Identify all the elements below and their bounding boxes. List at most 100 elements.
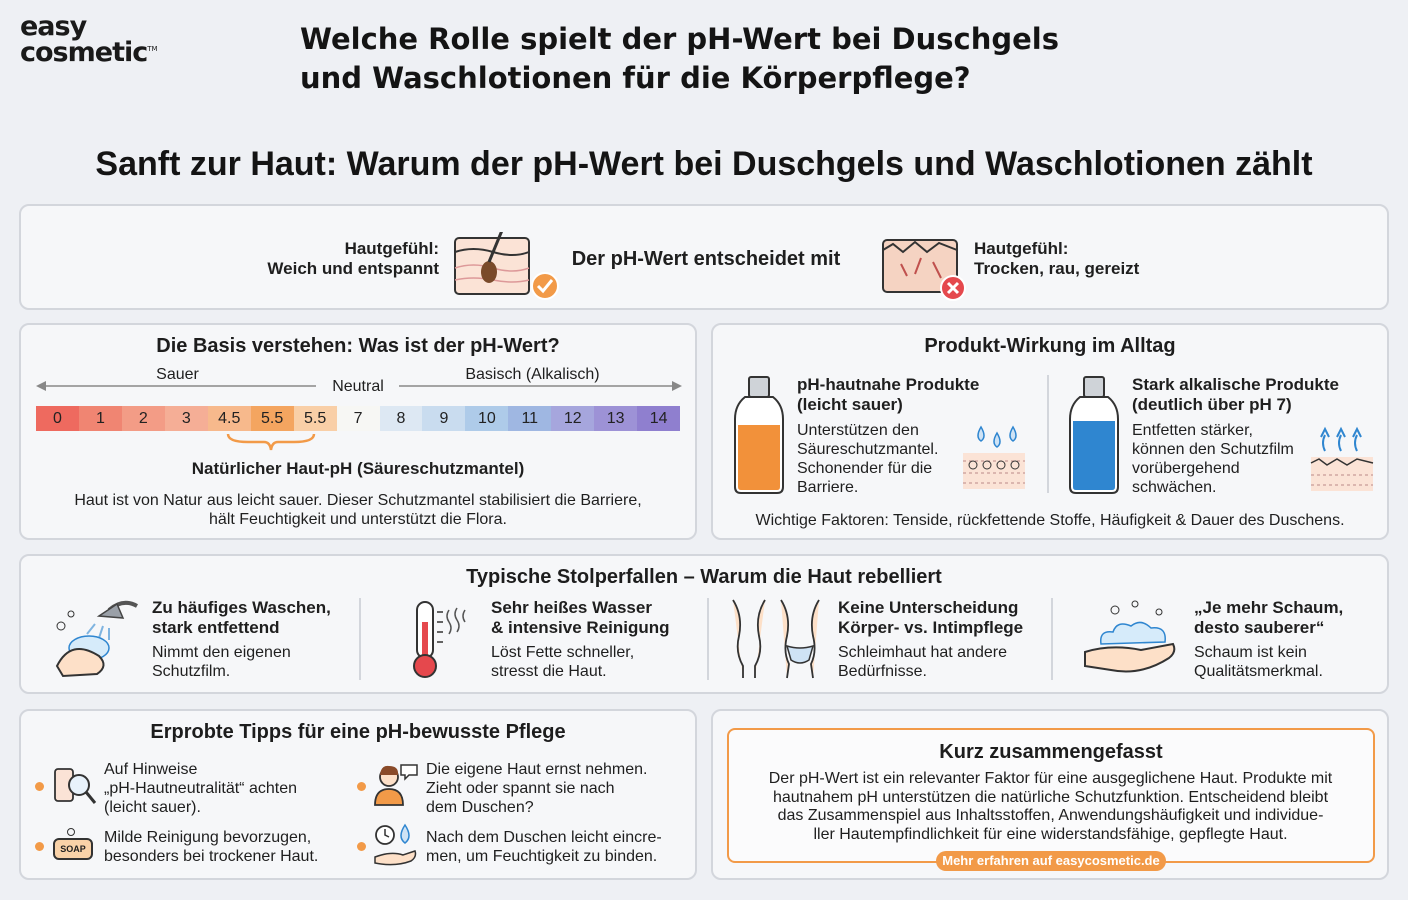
- pitfall-divider-2: [707, 598, 709, 680]
- summary-text: Der pH-Wert ist ein relevanter Faktor fü…: [729, 770, 1372, 844]
- product-effect-title: Produkt-Wirkung im Alltag: [924, 335, 1176, 357]
- pitfall-3-title-line-1: Keine Unterscheidung: [838, 598, 1019, 617]
- alkaline-text-line-1: Entfetten stärker,: [1132, 422, 1253, 439]
- person-thinking-icon: [374, 764, 418, 806]
- pitfalls-card: Typische Stolperfallen – Warum die Haut …: [19, 554, 1389, 694]
- pitfall-divider-3: [1051, 598, 1053, 680]
- acidic-text-line-3: Schonender für die: [797, 460, 933, 477]
- thermometer-icon: [413, 601, 466, 678]
- ph-basics-description: Haut ist von Natur aus leicht sauer. Die…: [19, 491, 697, 529]
- alkaline-products-title: Stark alkalische Produkte (deutlich über…: [1132, 375, 1372, 415]
- tip-3-line-1: Milde Reinigung bevorzugen,: [104, 829, 312, 846]
- tip-3-text: Milde Reinigung bevorzugen, besonders be…: [104, 828, 344, 866]
- banner-center-text: Der pH-Wert entscheidet mit: [571, 248, 841, 270]
- tip-2-line-1: Die eigene Haut ernst nehmen.: [426, 761, 648, 778]
- soap-label: SOAP: [53, 838, 93, 860]
- pitfall-divider-1: [359, 598, 361, 680]
- alkaline-text-line-3: vorübergehend: [1132, 460, 1240, 477]
- alkaline-text-line-2: können den Schutzfilm: [1132, 441, 1294, 458]
- tip-2-text: Die eigene Haut ernst nehmen. Zieht oder…: [426, 760, 686, 817]
- ph-scale-cell: 5.5: [250, 406, 294, 431]
- ph-scale-cell: 2: [121, 406, 165, 431]
- tip-1-text: Auf Hinweise „pH-Hautneutralität“ achten…: [104, 760, 344, 817]
- summary-box: Kurz zusammengefasst Der pH-Wert ist ein…: [727, 728, 1375, 863]
- pitfall-3-title: Keine Unterscheidung Körper- vs. Intimpf…: [838, 598, 1058, 638]
- pitfall-1-title: Zu häufiges Waschen, stark entfettend: [152, 598, 352, 638]
- acidic-title-line-2: (leicht sauer): [797, 395, 903, 414]
- ph-direction-arrow: [36, 381, 682, 391]
- pitfall-1-title-line-1: Zu häufiges Waschen,: [152, 598, 331, 617]
- pitfall-3-title-line-2: Körper- vs. Intimpflege: [838, 618, 1024, 637]
- ph-scale-cell: 14: [637, 406, 681, 431]
- pitfalls-title: Typische Stolperfallen – Warum die Haut …: [466, 566, 942, 588]
- good-feel-text: Hautgefühl: Weich und entspannt: [201, 239, 439, 279]
- alkaline-bottle-icon: [1069, 376, 1119, 494]
- ph-scale-cell: 4.5: [207, 406, 251, 431]
- evaporating-skin-icon: [1310, 426, 1374, 491]
- pitfall-2-title-line-2: & intensive Reinigung: [491, 618, 670, 637]
- pitfall-4-title-line-1: „Je mehr Schaum,: [1194, 598, 1344, 617]
- irritated-skin-icon: [882, 239, 966, 301]
- bad-feel-label: Hautgefühl:: [974, 239, 1069, 258]
- ph-basics-card: Die Basis verstehen: Was ist der pH-Wert…: [19, 323, 697, 540]
- good-feel-label: Hautgefühl:: [344, 239, 439, 258]
- ph-scale-cell: 8: [379, 406, 423, 431]
- ph-basics-title: Die Basis verstehen: Was ist der pH-Wert…: [156, 335, 560, 357]
- brand-logo: easy cosmeticTM: [20, 11, 180, 66]
- bad-feel-value: Trocken, rau, gereizt: [974, 259, 1140, 278]
- pitfall-1-text-line-1: Nimmt den eigenen: [152, 644, 291, 661]
- tip-1-line-1: Auf Hinweise: [104, 761, 198, 778]
- pitfall-1-text: Nimmt den eigenen Schutzfilm.: [152, 643, 352, 681]
- pitfall-3-text: Schleimhaut hat andere Bedürfnisse.: [838, 643, 1058, 681]
- learn-more-button[interactable]: Mehr erfahren auf easycosmetic.de: [936, 851, 1166, 871]
- acidic-title-line-1: pH-hautnahe Produkte: [797, 375, 980, 394]
- tip-4-text: Nach dem Duschen leicht eincre- men, um …: [426, 828, 691, 866]
- pitfall-2-title-line-1: Sehr heißes Wasser: [491, 598, 652, 617]
- pitfall-2-text: Löst Fette schneller, stresst die Haut.: [491, 643, 701, 681]
- tip-3-line-2: besonders bei trockener Haut.: [104, 848, 319, 865]
- timer-drop-hand-icon: [374, 823, 417, 866]
- good-feel-value: Weich und entspannt: [267, 259, 439, 278]
- ph-scale-cell: 0: [36, 406, 79, 431]
- tip-1-bullet: [35, 782, 44, 791]
- tip-2-line-3: dem Duschen?: [426, 799, 534, 816]
- ph-scale-cell: 3: [164, 406, 208, 431]
- healthy-skin-icon: [454, 232, 559, 300]
- alkaline-title-line-2: (deutlich über pH 7): [1132, 395, 1292, 414]
- summary-title: Kurz zusammengefasst: [939, 741, 1163, 763]
- ph-desc-line-1: Haut ist von Natur aus leicht sauer. Die…: [74, 492, 642, 509]
- ph-scale-cell: 1: [78, 406, 122, 431]
- tip-3-bullet: [35, 842, 44, 851]
- ph-scale: 0 1 2 3 4.5 5.5 5.5 7 8 9 10 11 12 13 14: [36, 406, 681, 431]
- pitfall-4-text-line-1: Schaum ist kein: [1194, 644, 1307, 661]
- ph-scale-cell: 11: [508, 406, 552, 431]
- summary-line-4: ller Hautempfindlichkeit für eine widers…: [813, 825, 1288, 843]
- basic-label: Basisch (Alkalisch): [465, 366, 600, 383]
- question-title: Welche Rolle spielt der pH-Wert bei Dusc…: [300, 22, 1059, 95]
- tips-card: Erprobte Tipps für eine pH-bewusste Pfle…: [19, 709, 697, 880]
- acid-label: Sauer: [156, 366, 199, 383]
- summary-line-2: hautnahem pH unterstützen die natürliche…: [772, 788, 1329, 806]
- skin-ph-label: Natürlicher Haut-pH (Säureschutzmantel): [191, 459, 525, 478]
- tip-4-line-2: men, um Feuchtigkeit zu binden.: [426, 848, 658, 865]
- tip-1-line-3: (leicht sauer).: [104, 799, 201, 816]
- alkaline-title-line-1: Stark alkalische Produkte: [1132, 375, 1339, 394]
- foam-hand-icon: [1084, 600, 1176, 673]
- acidic-products-text: Unterstützen den Säureschutzmantel. Scho…: [797, 421, 967, 497]
- tip-2-bullet: [357, 782, 366, 791]
- acidic-products-title: pH-hautnahe Produkte (leicht sauer): [797, 375, 1027, 415]
- logo-line-1: easy: [20, 11, 87, 42]
- alkaline-products-text: Entfetten stärker, können den Schutzfilm…: [1132, 421, 1312, 497]
- neutral-label: Neutral: [332, 378, 384, 395]
- pitfall-4-text: Schaum ist kein Qualitätsmerkmal.: [1194, 643, 1384, 681]
- acidic-bottle-icon: [734, 376, 784, 494]
- tip-4-bullet: [357, 842, 366, 851]
- tip-2-line-2: Zieht oder spannt sie nach: [426, 780, 615, 797]
- summary-line-1: Der pH-Wert ist ein relevanter Faktor fü…: [768, 770, 1333, 787]
- pitfall-4-title: „Je mehr Schaum, desto sauberer“: [1194, 598, 1384, 638]
- skin-feel-banner: Hautgefühl: Weich und entspannt Der pH-W…: [19, 204, 1389, 310]
- product-effect-card: Produkt-Wirkung im Alltag pH-hautnahe Pr…: [711, 323, 1389, 540]
- key-factors-text: Wichtige Faktoren: Tenside, rückfettende…: [755, 512, 1345, 529]
- tip-4-line-1: Nach dem Duschen leicht eincre-: [426, 829, 662, 846]
- acidic-text-line-2: Säureschutzmantel.: [797, 441, 939, 458]
